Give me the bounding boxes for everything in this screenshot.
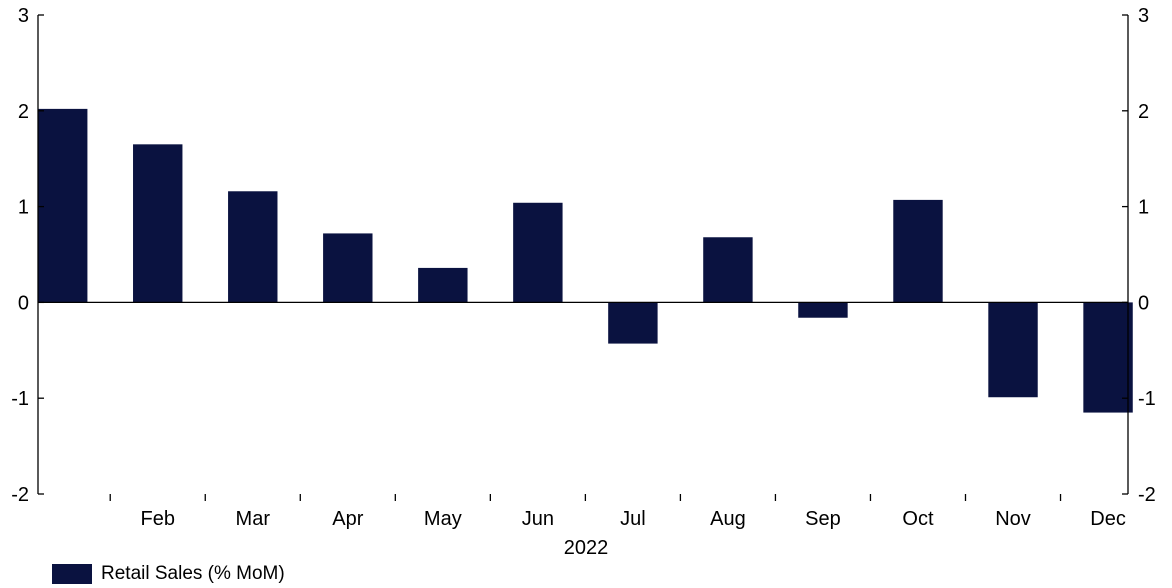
right-y-tick-label: 1 (1138, 197, 1149, 219)
bar-mar (228, 191, 278, 303)
x-tick-label-mar: Mar (236, 508, 271, 530)
x-tick-label-feb: Feb (141, 508, 175, 530)
x-tick-label-oct: Oct (902, 508, 934, 530)
left-y-tick-label: 2 (18, 101, 29, 123)
x-tick-label-jun: Jun (522, 508, 554, 530)
bar-aug (703, 237, 753, 303)
x-axis-title: 2022 (564, 537, 609, 559)
bar-sep (798, 302, 848, 318)
left-y-tick-label: -1 (11, 388, 29, 410)
right-y-tick-label: 0 (1138, 292, 1149, 314)
bar-oct (893, 199, 943, 303)
right-y-tick-label: -2 (1138, 484, 1156, 506)
right-y-tick-label: 2 (1138, 101, 1149, 123)
tick-labels: -2 -2 -1 -1 0 0 1 1 2 2 3 3 Feb Mar Apr May Jun Jul Aug Sep… (11, 5, 1156, 530)
bar-may (418, 267, 468, 303)
bar-apr (323, 233, 373, 303)
x-tick-label-apr: Apr (332, 508, 363, 530)
retail-sales-chart: -2 -2 -1 -1 0 0 1 1 2 2 3 3 Feb Mar Apr May Jun Jul Aug Sep… (11, 5, 1156, 559)
bar-nov (988, 302, 1038, 398)
axes (37, 14, 1129, 501)
x-tick-label-jul: Jul (620, 508, 646, 530)
bar-jun (513, 202, 563, 303)
left-y-tick-label: 1 (18, 197, 29, 219)
right-y-tick-label: -1 (1138, 388, 1156, 410)
x-tick-label-sep: Sep (805, 508, 841, 530)
bar-jan (38, 108, 88, 303)
x-tick-label-nov: Nov (995, 508, 1031, 530)
x-tick-label-may: May (424, 508, 462, 530)
legend-label: Retail Sales (% MoM) (101, 563, 285, 584)
right-y-tick-label: 3 (1138, 5, 1149, 27)
bar-jul (608, 302, 658, 344)
left-y-tick-label: 0 (18, 292, 29, 314)
left-y-tick-label: 3 (18, 5, 29, 27)
bar-dec (1083, 302, 1133, 413)
legend: Retail Sales (% MoM) (52, 562, 285, 586)
legend-swatch (52, 564, 92, 584)
x-tick-label-dec: Dec (1090, 508, 1126, 530)
bar-feb (133, 144, 183, 303)
left-y-tick-label: -2 (11, 484, 29, 506)
x-tick-label-aug: Aug (710, 508, 746, 530)
bars (38, 108, 1133, 413)
